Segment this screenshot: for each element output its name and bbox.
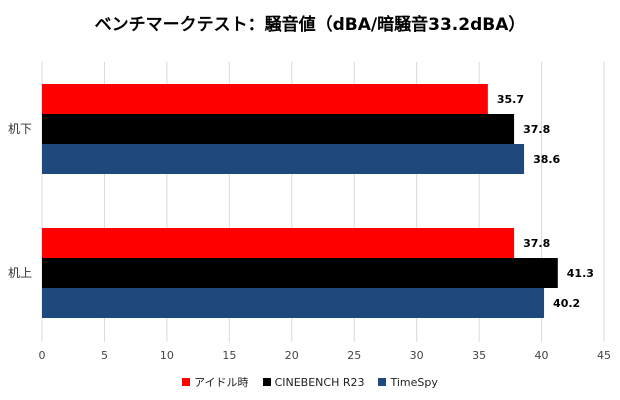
data-label: 37.8 [523, 123, 550, 136]
x-tick-label: 10 [160, 349, 174, 362]
bar-tsukue-ue-series-2 [42, 288, 545, 318]
data-label: 35.7 [497, 93, 524, 106]
legend-swatch [378, 378, 387, 386]
legend-label: アイドル時 [194, 376, 249, 389]
x-tick-label: 20 [285, 349, 299, 362]
data-label: 40.2 [553, 297, 580, 310]
data-label: 38.6 [533, 153, 560, 166]
bar-tsukue-shita-series-1 [42, 114, 515, 144]
legend-swatch [182, 378, 191, 386]
chart-title: ベンチマークテスト：騒音値（dBA/暗騒音33.2dBA） [94, 15, 526, 35]
data-label: 37.8 [523, 237, 550, 250]
x-tick-label: 15 [222, 349, 236, 362]
legend-item: TimeSpy [378, 374, 438, 390]
bar-tsukue-shita-series-2 [42, 144, 525, 174]
legend-item: アイドル時 [182, 374, 249, 390]
bars [42, 84, 558, 318]
category-label: 机下 [8, 122, 32, 136]
bar-tsukue-ue-series-1 [42, 258, 558, 288]
x-tick-label: 0 [39, 349, 46, 362]
legend-label: TimeSpy [390, 375, 438, 389]
x-tick-label: 5 [101, 349, 108, 362]
x-tick-label: 45 [597, 349, 611, 362]
legend-item: CINEBENCH R23 [262, 374, 365, 390]
x-tick-labels: 0 5 10 15 20 25 30 35 40 45 [39, 349, 612, 362]
data-label: 41.3 [567, 267, 594, 280]
legend-swatch [262, 378, 271, 386]
bar-tsukue-ue-series-0 [42, 228, 515, 258]
legend: アイドル時 CINEBENCH R23 TimeSpy [0, 374, 620, 390]
x-tick-label: 30 [410, 349, 424, 362]
data-labels: 35.7 37.8 38.6 37.8 41.3 40.2 [497, 93, 594, 310]
bar-tsukue-shita-series-0 [42, 84, 488, 114]
x-tick-label: 25 [347, 349, 361, 362]
x-tick-label: 40 [535, 349, 549, 362]
legend-label: CINEBENCH R23 [274, 375, 365, 389]
x-tick-label: 35 [472, 349, 486, 362]
category-label: 机上 [8, 266, 32, 280]
